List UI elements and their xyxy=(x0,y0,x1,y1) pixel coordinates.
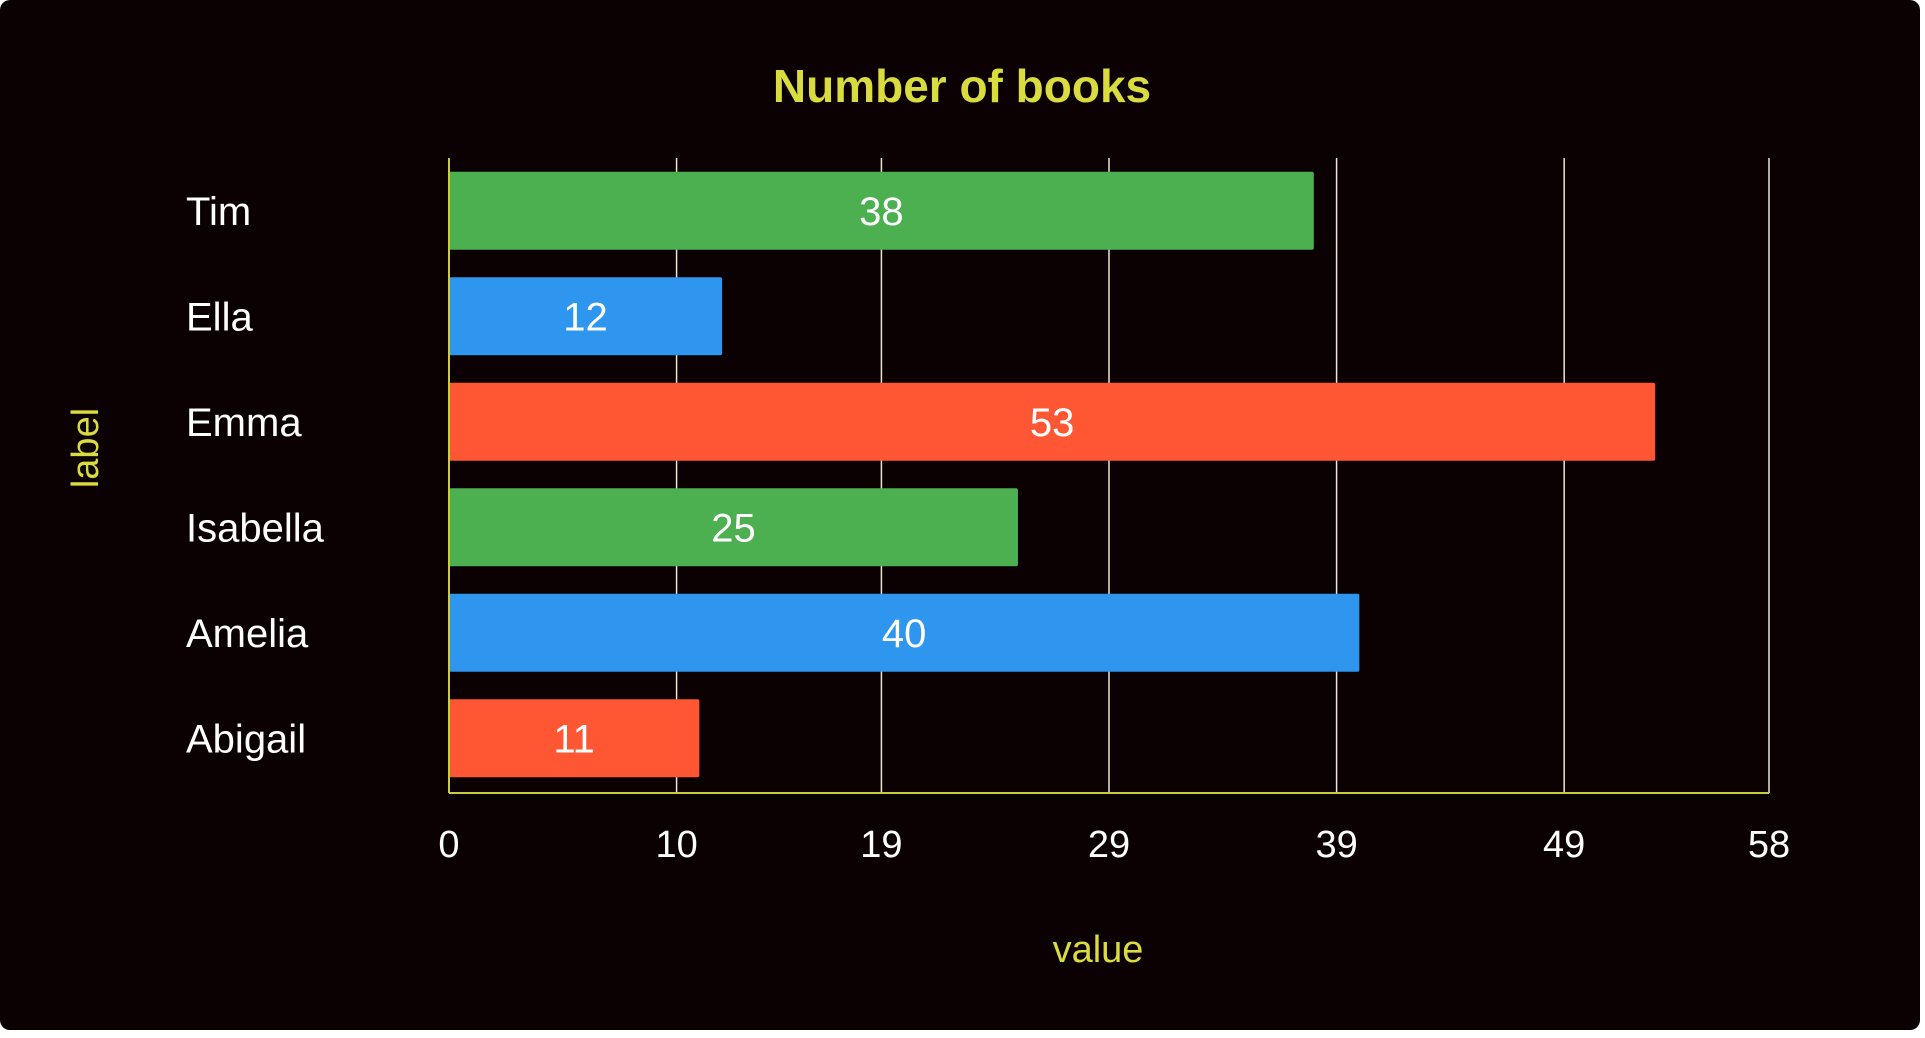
x-tick-label: 39 xyxy=(1315,824,1357,866)
bar-value-labels: 38 12 53 25 40 11 xyxy=(553,190,1074,762)
bars xyxy=(449,171,1656,778)
bar-value-label: 11 xyxy=(553,717,595,761)
x-axis-title: value xyxy=(1053,929,1144,971)
x-tick-label: 29 xyxy=(1088,824,1130,866)
bar-isabella xyxy=(449,488,1018,567)
category-label: Tim xyxy=(186,190,251,234)
bar-amelia xyxy=(449,593,1360,672)
bar-value-label: 53 xyxy=(1030,401,1075,445)
category-label: Amelia xyxy=(186,612,309,656)
grid-lines xyxy=(675,158,1770,793)
x-tick-label: 0 xyxy=(438,824,459,866)
category-label: Ella xyxy=(186,295,253,339)
category-label: Isabella xyxy=(186,506,325,550)
x-tick-label: 10 xyxy=(655,824,697,866)
x-tick-label: 49 xyxy=(1543,824,1585,866)
x-tick-label: 19 xyxy=(860,824,902,866)
y-axis-title: label xyxy=(65,408,107,488)
bar-value-label: 40 xyxy=(882,612,927,656)
category-label: Emma xyxy=(186,401,302,445)
category-labels: Tim Ella Emma Isabella Amelia Abigail xyxy=(186,190,325,762)
bar-value-label: 25 xyxy=(711,506,756,550)
bar-ella xyxy=(449,277,723,356)
bar-abigail xyxy=(449,699,700,778)
bar-value-label: 12 xyxy=(563,295,608,339)
bar-tim xyxy=(449,171,1314,250)
bar-emma xyxy=(449,382,1656,461)
x-tick-label: 58 xyxy=(1748,824,1790,866)
bar-value-label: 38 xyxy=(859,190,904,234)
x-tick-labels: 0 10 19 29 39 49 58 xyxy=(438,824,1790,866)
category-label: Abigail xyxy=(186,717,306,761)
chart-title: Number of books xyxy=(773,60,1151,112)
axis-lines xyxy=(448,158,1769,794)
